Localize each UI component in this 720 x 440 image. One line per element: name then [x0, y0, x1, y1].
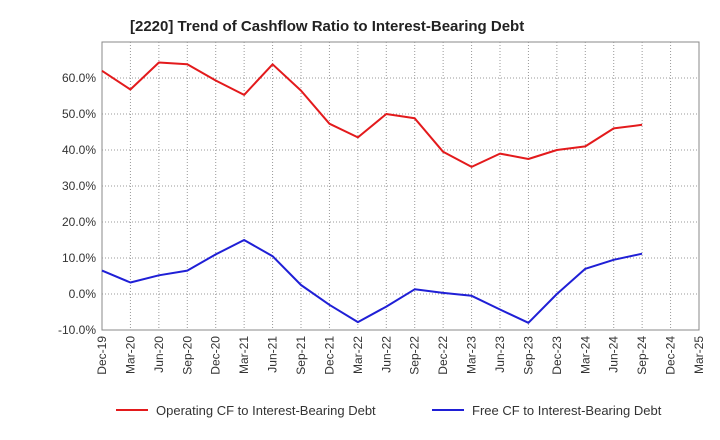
series-line-2: [101, 239, 643, 324]
x-tick-label: Dec-24: [664, 336, 678, 375]
x-tick-label: Dec-21: [322, 336, 336, 375]
chart-title: [2220] Trend of Cashflow Ratio to Intere…: [130, 18, 524, 35]
x-tick-label: Jun-24: [607, 336, 621, 373]
legend: Operating CF to Interest-Bearing Debt Fre…: [116, 403, 662, 418]
x-tick-label: Mar-22: [351, 336, 365, 374]
y-tick-label: -10.0%: [58, 323, 96, 337]
x-tick-label: Dec-22: [436, 336, 450, 375]
x-axis: Dec-19 Mar-20 Jun-20 Sep-20 Dec-20 Mar-21 Jun-…: [95, 336, 706, 375]
y-tick-label: 60.0%: [62, 71, 96, 85]
y-axis: -10.0% 0.0% 10.0% 20.0% 30.0% 40.0% 50.0% 60.0%: [58, 71, 96, 337]
x-tick-label: Dec-20: [209, 336, 223, 375]
x-tick-label: Jun-22: [379, 336, 393, 373]
x-tick-label: Mar-23: [465, 336, 479, 374]
y-tick-label: 50.0%: [62, 107, 96, 121]
legend-label-1: Operating CF to Interest-Bearing Debt: [156, 403, 376, 418]
y-tick-label: 20.0%: [62, 215, 96, 229]
y-tick-label: 0.0%: [69, 287, 97, 301]
series-lines: [101, 61, 643, 324]
x-tick-label: Sep-23: [521, 336, 535, 375]
x-tick-label: Dec-19: [95, 336, 109, 375]
x-tick-label: Dec-23: [550, 336, 564, 375]
series-line-1: [101, 61, 643, 168]
x-tick-label: Jun-23: [493, 336, 507, 373]
x-tick-label: Jun-20: [152, 336, 166, 373]
y-tick-label: 30.0%: [62, 179, 96, 193]
x-tick-label: Mar-20: [123, 336, 137, 374]
x-tick-label: Sep-24: [635, 336, 649, 375]
x-tick-label: Jun-21: [266, 336, 280, 373]
x-tick-label: Sep-21: [294, 336, 308, 375]
x-tick-label: Mar-21: [237, 336, 251, 374]
x-tick-label: Sep-22: [408, 336, 422, 375]
legend-label-2: Free CF to Interest-Bearing Debt: [472, 403, 662, 418]
x-tick-label: Sep-20: [180, 336, 194, 375]
x-tick-label: Mar-25: [692, 336, 706, 374]
y-tick-label: 10.0%: [62, 251, 96, 265]
y-tick-label: 40.0%: [62, 143, 96, 157]
x-tick-label: Mar-24: [578, 336, 592, 374]
